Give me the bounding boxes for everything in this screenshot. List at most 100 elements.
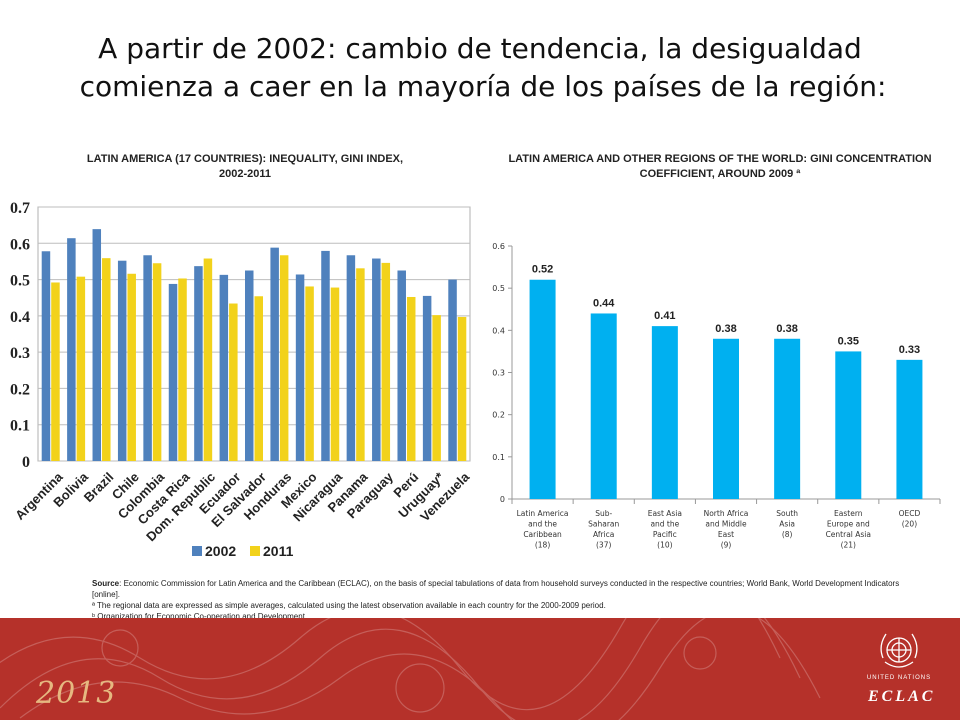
x-tick-label-line: Central Asia bbox=[826, 530, 871, 539]
bar bbox=[529, 279, 556, 499]
x-tick-label-line: Eastern bbox=[834, 509, 863, 518]
slide-title: A partir de 2002: cambio de tendencia, l… bbox=[0, 30, 960, 106]
bar-2002 bbox=[270, 247, 279, 461]
chart-2-title: LATIN AMERICA AND OTHER REGIONS OF THE W… bbox=[508, 153, 932, 180]
bar-2002 bbox=[117, 260, 127, 461]
y-tick-label: 0.5 bbox=[10, 273, 30, 290]
legend-label-2002: 2002 bbox=[205, 543, 236, 559]
bar-2002 bbox=[168, 283, 178, 461]
x-tick-label-line: (20) bbox=[902, 520, 917, 529]
x-tick-label-line: Sub- bbox=[595, 509, 612, 518]
un-emblem-icon bbox=[880, 633, 918, 668]
legend-label-2011: 2011 bbox=[263, 543, 294, 559]
y-tick-label: 0.3 bbox=[492, 369, 505, 378]
y-tick-label: 0.6 bbox=[492, 242, 505, 251]
source-text: : Economic Commission for Latin America … bbox=[92, 579, 900, 599]
y-tick-label: 0 bbox=[22, 454, 30, 471]
bar-2011 bbox=[178, 278, 187, 461]
x-tick-label-line: Caribbean bbox=[523, 530, 562, 539]
united-nations-text: UNITED NATIONS bbox=[866, 675, 932, 681]
bar-2011 bbox=[152, 263, 162, 461]
x-tick-label-line: (8) bbox=[782, 530, 793, 539]
x-tick-label-line: (9) bbox=[721, 541, 732, 550]
y-tick-label: 0 bbox=[500, 495, 505, 504]
bar-2011 bbox=[432, 315, 441, 461]
x-tick-label-line: and the bbox=[650, 520, 679, 529]
y-tick-label: 0.5 bbox=[492, 284, 505, 293]
bar-2011 bbox=[356, 268, 365, 461]
x-tick-label: North Africa and Middle East (9) bbox=[704, 509, 749, 550]
x-tick-label: Sub- Saharan Africa (37) bbox=[588, 509, 619, 550]
footer-band bbox=[0, 618, 960, 720]
x-tick-label: OECD (20) bbox=[899, 509, 921, 529]
y-tick-label: 0.4 bbox=[492, 326, 505, 335]
x-tick-label-line: Europe and bbox=[827, 520, 870, 529]
footer-year: 2013 bbox=[36, 676, 117, 711]
bar-2002 bbox=[67, 238, 76, 461]
chart-1-title: LATIN AMERICA (17 COUNTRIES): INEQUALITY… bbox=[86, 153, 404, 180]
bar-2011 bbox=[254, 296, 263, 461]
data-label: 0.35 bbox=[838, 335, 859, 347]
footnote-a: ª The regional data are expressed as sim… bbox=[92, 601, 606, 610]
data-label: 0.44 bbox=[593, 297, 615, 309]
data-label: 0.33 bbox=[899, 344, 920, 356]
x-tick-label-line: OECD bbox=[899, 509, 921, 518]
legend-swatch-2002 bbox=[192, 546, 202, 556]
x-tick-label-line: Africa bbox=[593, 530, 614, 539]
bar-2002 bbox=[346, 255, 356, 461]
source-notes: Source: Economic Commission for Latin Am… bbox=[92, 578, 912, 622]
x-tick-label-line: (21) bbox=[841, 541, 856, 550]
y-tick-label: 0.2 bbox=[10, 381, 30, 398]
bar-2011 bbox=[76, 276, 86, 461]
bar-2011 bbox=[229, 303, 238, 461]
x-tick-label: East Asia and the Pacific (10) bbox=[648, 509, 682, 550]
x-tick-label-line: East Asia bbox=[648, 509, 682, 518]
x-tick-label-line: South bbox=[776, 509, 798, 518]
y-tick-label: 0.1 bbox=[492, 453, 505, 462]
bar-2011 bbox=[51, 282, 60, 461]
gini-regions-chart: 0 0.1 0.2 0.3 0.4 0.5 0.6 0.52 Latin America and … bbox=[492, 242, 941, 550]
x-tick-label-line: and the bbox=[528, 520, 557, 529]
data-label: 0.52 bbox=[532, 264, 553, 276]
bar-2002 bbox=[245, 270, 254, 461]
x-tick-label: Eastern Europe and Central Asia (21) bbox=[826, 509, 871, 550]
bar-2011 bbox=[381, 262, 391, 461]
bar-2002 bbox=[448, 279, 457, 461]
bar bbox=[896, 359, 923, 499]
x-tick-label: Latin America and the Caribbean (18) bbox=[517, 509, 569, 550]
bar-2002 bbox=[321, 250, 330, 461]
x-tick-label-line: and Middle bbox=[705, 520, 747, 529]
bar-2011 bbox=[203, 258, 213, 461]
x-tick-label-line: Pacific bbox=[653, 530, 677, 539]
bar-2002 bbox=[194, 266, 203, 461]
data-label: 0.38 bbox=[776, 323, 797, 335]
x-tick-label-line: Asia bbox=[779, 520, 795, 529]
bar-2002 bbox=[219, 274, 229, 461]
bar bbox=[651, 326, 678, 499]
bar-2011 bbox=[457, 316, 467, 461]
bar-2011 bbox=[279, 255, 289, 461]
bar-2002 bbox=[143, 255, 152, 461]
x-tick-label-line: (10) bbox=[657, 541, 672, 550]
footnote-b: ᵇ Organization for Economic Co-operation… bbox=[92, 612, 305, 621]
bar bbox=[835, 351, 862, 499]
bar-2002 bbox=[295, 274, 305, 461]
legend-swatch-2011 bbox=[250, 546, 260, 556]
bar bbox=[713, 338, 739, 499]
x-tick-label-line: Saharan bbox=[588, 520, 619, 529]
bar-2002 bbox=[41, 251, 51, 461]
slide-title-line-1: A partir de 2002: cambio de tendencia, l… bbox=[98, 32, 862, 65]
data-label: 0.41 bbox=[654, 310, 675, 322]
bar-2002 bbox=[397, 270, 406, 461]
data-label: 0.38 bbox=[715, 323, 736, 335]
y-tick-label: 0.4 bbox=[10, 309, 30, 326]
x-tick-label-line: Latin America bbox=[517, 509, 569, 518]
x-tick-label: Brazil bbox=[81, 469, 117, 505]
bar-2002 bbox=[372, 258, 381, 461]
y-tick-label: 0.6 bbox=[10, 236, 30, 253]
y-tick-label: 0.2 bbox=[492, 411, 505, 420]
x-tick-label-line: (37) bbox=[596, 541, 611, 550]
y-tick-label: 0.1 bbox=[10, 418, 30, 435]
slide-title-line-2: comienza a caer en la mayoría de los paí… bbox=[79, 70, 887, 103]
bar-2002 bbox=[422, 295, 432, 461]
